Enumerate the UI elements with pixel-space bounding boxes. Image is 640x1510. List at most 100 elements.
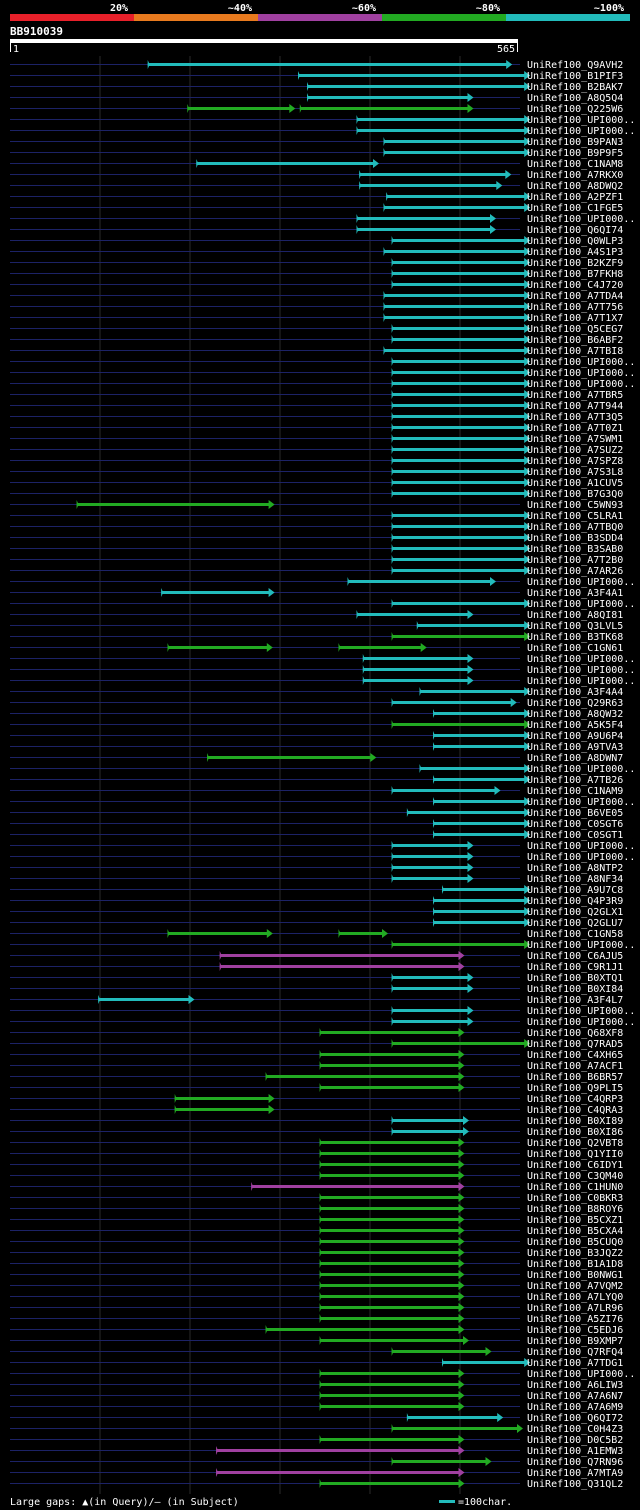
hit-name[interactable]: UniRef100_A7A6M9 <box>527 1402 623 1413</box>
hit-row[interactable]: UniRef100_A7A6M9 <box>10 1402 623 1413</box>
hit-row[interactable]: UniRef100_UPI000.. <box>10 577 635 588</box>
hit-name[interactable]: UniRef100_UPI000.. <box>527 940 635 951</box>
hit-name[interactable]: UniRef100_A7ACF1 <box>527 1061 623 1072</box>
hit-row[interactable]: UniRef100_UPI000.. <box>10 357 635 368</box>
hit-row[interactable]: UniRef100_A9U7C8 <box>10 885 623 896</box>
hit-row[interactable]: UniRef100_Q68XF8 <box>10 1028 623 1039</box>
hit-name[interactable]: UniRef100_C1GN61 <box>527 643 623 654</box>
hit-row[interactable]: UniRef100_A7A6N7 <box>10 1391 623 1402</box>
hit-row[interactable]: UniRef100_C4QRP3 <box>10 1094 623 1105</box>
hit-row[interactable]: UniRef100_B2KZF9 <box>10 258 623 269</box>
hit-name[interactable]: UniRef100_C4J720 <box>527 280 623 291</box>
hit-row[interactable]: UniRef100_B6ABF2 <box>10 335 623 346</box>
hit-row[interactable]: UniRef100_A7TDG1 <box>10 1358 623 1369</box>
hit-row[interactable]: UniRef100_A5K5F4 <box>10 720 623 731</box>
hit-row[interactable]: UniRef100_B6BR57 <box>10 1072 623 1083</box>
hit-row[interactable]: UniRef100_Q4P3R9 <box>10 896 623 907</box>
hit-name[interactable]: UniRef100_UPI000.. <box>527 841 635 852</box>
hit-name[interactable]: UniRef100_Q7RN96 <box>527 1457 623 1468</box>
hit-name[interactable]: UniRef100_Q4P3R9 <box>527 896 623 907</box>
hit-row[interactable]: UniRef100_Q7RFQ4 <box>10 1347 623 1358</box>
hit-row[interactable]: UniRef100_A2PZF1 <box>10 192 623 203</box>
hit-row[interactable]: UniRef100_UPI000.. <box>10 797 635 808</box>
hit-row[interactable]: UniRef100_C4QRA3 <box>10 1105 623 1116</box>
hit-row[interactable]: UniRef100_UPI000.. <box>10 654 635 665</box>
hit-name[interactable]: UniRef100_B6VE05 <box>527 808 623 819</box>
hit-row[interactable]: UniRef100_A8DWN7 <box>10 753 623 764</box>
hit-name[interactable]: UniRef100_Q7RAD5 <box>527 1039 623 1050</box>
hit-name[interactable]: UniRef100_Q29R63 <box>527 698 623 709</box>
hit-name[interactable]: UniRef100_B9XMP7 <box>527 1336 623 1347</box>
hit-row[interactable]: UniRef100_A1EMW3 <box>10 1446 623 1457</box>
hit-name[interactable]: UniRef100_B3JQZ2 <box>527 1248 623 1259</box>
hit-name[interactable]: UniRef100_A8QI81 <box>527 610 623 621</box>
hit-name[interactable]: UniRef100_C3QM40 <box>527 1171 623 1182</box>
hit-name[interactable]: UniRef100_B3SDD4 <box>527 533 623 544</box>
hit-row[interactable]: UniRef100_B5CXZ1 <box>10 1215 623 1226</box>
hit-row[interactable]: UniRef100_C1GN61 <box>10 643 623 654</box>
hit-name[interactable]: UniRef100_A6LIW3 <box>527 1380 623 1391</box>
hit-row[interactable]: UniRef100_B9PAN3 <box>10 137 623 148</box>
hit-row[interactable]: UniRef100_A7T756 <box>10 302 623 313</box>
hit-name[interactable]: UniRef100_Q31QL2 <box>527 1479 623 1490</box>
hit-row[interactable]: UniRef100_A7S3L8 <box>10 467 623 478</box>
hit-name[interactable]: UniRef100_B0XI84 <box>527 984 623 995</box>
hit-name[interactable]: UniRef100_A7VQM2 <box>527 1281 623 1292</box>
hit-row[interactable]: UniRef100_A8DWQ2 <box>10 181 623 192</box>
hit-name[interactable]: UniRef100_A8DWQ2 <box>527 181 623 192</box>
hit-row[interactable]: UniRef100_B9P9F5 <box>10 148 623 159</box>
hit-row[interactable]: UniRef100_A5ZI76 <box>10 1314 623 1325</box>
hit-row[interactable]: UniRef100_A7MTA9 <box>10 1468 623 1479</box>
hit-name[interactable]: UniRef100_UPI000.. <box>527 214 635 225</box>
hit-name[interactable]: UniRef100_A7SWM1 <box>527 434 623 445</box>
hit-row[interactable]: UniRef100_Q6QI74 <box>10 225 623 236</box>
hit-name[interactable]: UniRef100_A7A6N7 <box>527 1391 623 1402</box>
hit-name[interactable]: UniRef100_A8DWN7 <box>527 753 623 764</box>
hit-row[interactable]: UniRef100_B3SDD4 <box>10 533 623 544</box>
hit-name[interactable]: UniRef100_B0XI86 <box>527 1127 623 1138</box>
hit-row[interactable]: UniRef100_B5CUQ0 <box>10 1237 623 1248</box>
hit-name[interactable]: UniRef100_UPI000.. <box>527 852 635 863</box>
hit-name[interactable]: UniRef100_B0XTQ1 <box>527 973 623 984</box>
hit-name[interactable]: UniRef100_C1HUN0 <box>527 1182 623 1193</box>
hit-row[interactable]: UniRef100_A6LIW3 <box>10 1380 623 1391</box>
hit-name[interactable]: UniRef100_UPI000.. <box>527 1017 635 1028</box>
hit-name[interactable]: UniRef100_A1CUV5 <box>527 478 623 489</box>
hit-name[interactable]: UniRef100_Q7RFQ4 <box>527 1347 623 1358</box>
hit-row[interactable]: UniRef100_C0H4Z3 <box>10 1424 623 1435</box>
hit-name[interactable]: UniRef100_Q3LVL5 <box>527 621 623 632</box>
hit-row[interactable]: UniRef100_B7FKH8 <box>10 269 623 280</box>
hit-row[interactable]: UniRef100_Q3LVL5 <box>10 621 623 632</box>
hit-name[interactable]: UniRef100_B9P9F5 <box>527 148 623 159</box>
hit-row[interactable]: UniRef100_UPI000.. <box>10 1006 635 1017</box>
hit-name[interactable]: UniRef100_Q225W6 <box>527 104 623 115</box>
hit-name[interactable]: UniRef100_A7LYQ0 <box>527 1292 623 1303</box>
hit-name[interactable]: UniRef100_A9TVA3 <box>527 742 623 753</box>
hit-name[interactable]: UniRef100_UPI000.. <box>527 126 635 137</box>
hit-name[interactable]: UniRef100_C1NAM8 <box>527 159 623 170</box>
hit-name[interactable]: UniRef100_C1FGE5 <box>527 203 623 214</box>
hit-row[interactable]: UniRef100_B6VE05 <box>10 808 623 819</box>
hit-row[interactable]: UniRef100_C1FGE5 <box>10 203 623 214</box>
hit-row[interactable]: UniRef100_UPI000.. <box>10 379 635 390</box>
hit-row[interactable]: UniRef100_A7T2B0 <box>10 555 623 566</box>
hit-row[interactable]: UniRef100_C6IDY1 <box>10 1160 623 1171</box>
hit-name[interactable]: UniRef100_Q2GLX1 <box>527 907 623 918</box>
hit-name[interactable]: UniRef100_B5CXZ1 <box>527 1215 623 1226</box>
hit-name[interactable]: UniRef100_A7T756 <box>527 302 623 313</box>
hit-name[interactable]: UniRef100_A7T2B0 <box>527 555 623 566</box>
hit-row[interactable]: UniRef100_UPI000.. <box>10 940 635 951</box>
hit-row[interactable]: UniRef100_A7T944 <box>10 401 623 412</box>
hit-name[interactable]: UniRef100_B1PIF3 <box>527 71 623 82</box>
hit-name[interactable]: UniRef100_Q9AVH2 <box>527 60 623 71</box>
hit-row[interactable]: UniRef100_A7T0Z1 <box>10 423 623 434</box>
hit-row[interactable]: UniRef100_C0BKR3 <box>10 1193 623 1204</box>
hit-row[interactable]: UniRef100_A7AR26 <box>10 566 623 577</box>
hit-name[interactable]: UniRef100_B1A1D8 <box>527 1259 623 1270</box>
hit-name[interactable]: UniRef100_UPI000.. <box>527 357 635 368</box>
hit-row[interactable]: UniRef100_A3F4A4 <box>10 687 623 698</box>
hit-row[interactable]: UniRef100_Q6QI72 <box>10 1413 623 1424</box>
hit-name[interactable]: UniRef100_A7T944 <box>527 401 623 412</box>
hit-name[interactable]: UniRef100_A3F4A4 <box>527 687 623 698</box>
hit-name[interactable]: UniRef100_A7TBR5 <box>527 390 623 401</box>
